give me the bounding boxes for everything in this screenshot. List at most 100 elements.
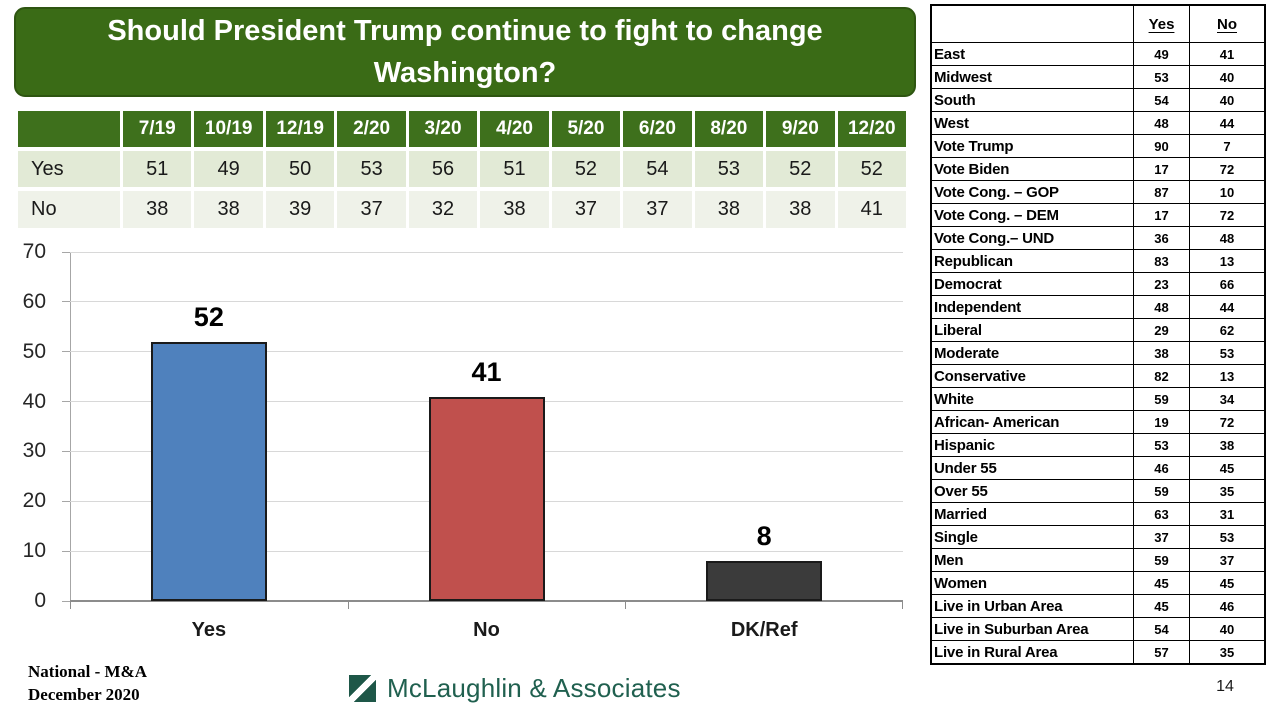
trend-value-cell: 52 [837, 151, 906, 187]
trend-table: 7/19 10/19 12/19 2/20 3/20 4/20 5/20 6/20 8/20 9/… [18, 111, 906, 228]
bar-value-label: 41 [471, 356, 502, 387]
crosstab-no-value: 31 [1190, 503, 1264, 525]
trend-value-cell: 32 [408, 191, 478, 228]
crosstab-row-label: Vote Trump [932, 135, 1133, 157]
crosstab-yes-value: 29 [1134, 319, 1189, 341]
gridline [70, 251, 903, 253]
trend-value-cell: 41 [837, 191, 906, 228]
crosstab-yes-value: 49 [1134, 43, 1189, 65]
crosstab-no-value: 46 [1190, 595, 1264, 617]
crosstab-row-label: Over 55 [932, 480, 1133, 502]
crosstab-no-value: 40 [1190, 618, 1264, 640]
trend-column-header: 4/20 [480, 111, 549, 147]
trend-column-header: 6/20 [623, 111, 692, 147]
crosstab-yes-value: 53 [1134, 434, 1189, 456]
y-axis-tick-label: 20 [22, 489, 46, 513]
crosstab-row-label: Vote Cong.– UND [932, 227, 1133, 249]
crosstab-yes-value: 90 [1134, 135, 1189, 157]
y-axis-tick-label: 60 [22, 289, 46, 313]
crosstab-row-label: West [932, 112, 1133, 134]
y-axis-tick [62, 251, 70, 253]
y-axis-tick [62, 301, 70, 303]
trend-value-cell: 38 [194, 191, 263, 228]
crosstab-no-value: 72 [1190, 411, 1264, 433]
y-axis-line [70, 252, 71, 604]
page-title: Should President Trump continue to fight… [107, 15, 823, 89]
crosstab-yes-header: Yes [1134, 6, 1189, 42]
crosstab-yes-value: 53 [1134, 66, 1189, 88]
crosstab-yes-value: 59 [1134, 388, 1189, 410]
source-line-2: December 2020 [28, 685, 140, 704]
x-axis-tick [625, 602, 627, 609]
crosstab-yes-value: 83 [1134, 250, 1189, 272]
bar-value-label: 52 [193, 301, 224, 332]
x-axis-line [70, 600, 903, 602]
trend-value-cell: 38 [694, 191, 764, 228]
crosstab-table: Yes No East 49 41 Midwest 53 40 South 54 40 West 4… [930, 4, 1266, 665]
y-axis-tick [62, 600, 70, 602]
crosstab-yes-value: 59 [1134, 549, 1189, 571]
x-category-label: Yes [191, 619, 227, 641]
crosstab-row-label: Liberal [932, 319, 1133, 341]
trend-value-cell: 37 [623, 191, 692, 228]
crosstab-yes-value: 17 [1134, 158, 1189, 180]
crosstab-yes-value: 46 [1134, 457, 1189, 479]
crosstab-yes-value: 23 [1134, 273, 1189, 295]
crosstab-row-label: Moderate [932, 342, 1133, 364]
trend-column-header: 12/20 [837, 111, 906, 147]
crosstab-yes-value: 57 [1134, 641, 1189, 663]
gridline [70, 301, 903, 303]
crosstab-row-label: Live in Urban Area [932, 595, 1133, 617]
crosstab-yes-value: 48 [1134, 296, 1189, 318]
crosstab-row-label: Vote Cong. – GOP [932, 181, 1133, 203]
crosstab-no-value: 62 [1190, 319, 1264, 341]
crosstab-row-label: Hispanic [932, 434, 1133, 456]
crosstab-row-label: Men [932, 549, 1133, 571]
crosstab-row-label: Live in Rural Area [932, 641, 1133, 663]
trend-row-label: No [18, 191, 120, 228]
gridline [70, 351, 903, 353]
y-axis-tick-label: 40 [22, 389, 46, 413]
y-axis-tick [62, 351, 70, 353]
crosstab-no-value: 10 [1190, 181, 1264, 203]
crosstab-yes-value: 37 [1134, 526, 1189, 548]
trend-column-header: 10/19 [194, 111, 263, 147]
crosstab-yes-value: 36 [1134, 227, 1189, 249]
source-note: National - M&A December 2020 [28, 660, 147, 706]
crosstab-no-value: 44 [1190, 112, 1264, 134]
trend-column-header: 7/19 [123, 111, 192, 147]
crosstab-no-value: 38 [1190, 434, 1264, 456]
crosstab-no-value: 13 [1190, 250, 1264, 272]
trend-value-cell: 39 [265, 191, 335, 228]
crosstab-row-label: Midwest [932, 66, 1133, 88]
bar-chart: 0 10 20 30 40 50 60 70 52 41 8 Yes No DK/Ref [0, 240, 920, 660]
y-axis-tick [62, 450, 70, 452]
crosstab-no-value: 13 [1190, 365, 1264, 387]
trend-value-cell: 51 [123, 151, 192, 187]
mclaughlin-logo-icon [349, 675, 376, 702]
chart-bar [706, 561, 823, 601]
trend-column-header: 8/20 [694, 111, 764, 147]
bar-value-label: 8 [756, 521, 772, 552]
trend-value-cell: 38 [123, 191, 192, 228]
crosstab-row-label: African- American [932, 411, 1133, 433]
crosstab-row-label: Live in Suburban Area [932, 618, 1133, 640]
x-axis-labels: Yes No DK/Ref [70, 619, 903, 649]
trend-value-cell: 52 [551, 151, 621, 187]
crosstab-yes-value: 59 [1134, 480, 1189, 502]
crosstab-yes-value: 45 [1134, 572, 1189, 594]
crosstab-yes-value: 48 [1134, 112, 1189, 134]
mclaughlin-logo: McLaughlin & Associates [349, 673, 681, 704]
crosstab-yes-value: 38 [1134, 342, 1189, 364]
x-axis-tick [347, 602, 349, 609]
crosstab-yes-value: 63 [1134, 503, 1189, 525]
y-axis-tick [62, 401, 70, 403]
crosstab-no-value: 41 [1190, 43, 1264, 65]
trend-column-header: 3/20 [408, 111, 478, 147]
trend-value-cell: 54 [623, 151, 692, 187]
trend-value-cell: 51 [480, 151, 549, 187]
trend-value-cell: 38 [766, 191, 835, 228]
crosstab-row-label: Republican [932, 250, 1133, 272]
crosstab-no-value: 7 [1190, 135, 1264, 157]
x-category-label: DK/Ref [730, 619, 798, 641]
